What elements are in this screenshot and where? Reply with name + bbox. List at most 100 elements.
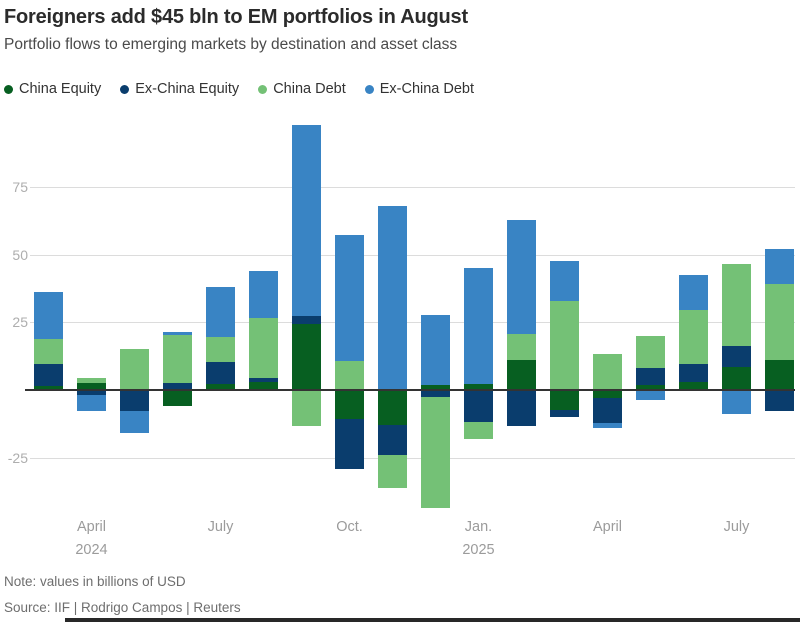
bar-segment	[77, 394, 106, 411]
legend-dot-icon	[364, 84, 374, 94]
bar-segment	[206, 286, 235, 338]
bar-segment	[464, 390, 493, 422]
bar-segment	[163, 390, 192, 406]
gridline-50	[30, 254, 795, 256]
bar-segment	[593, 353, 622, 390]
bar-segment	[464, 421, 493, 440]
bar-segment	[206, 337, 235, 362]
bar-segment	[722, 346, 751, 367]
zero-baseline	[25, 389, 795, 391]
bar-segment	[507, 360, 536, 390]
bar-segment	[421, 314, 450, 385]
bar-segment	[34, 385, 63, 390]
bar-segment	[593, 423, 622, 428]
bar-segment	[765, 249, 794, 284]
bar-segment	[163, 335, 192, 384]
chart-title: Foreigners add $45 bln to EM portfolios …	[4, 6, 468, 28]
bar-segment	[593, 398, 622, 424]
bar-segment	[765, 360, 794, 390]
gridline-75	[30, 186, 795, 188]
bar-segment	[378, 424, 407, 455]
bar-segment	[507, 219, 536, 335]
legend-item-ex-china-debt: Ex-China Debt	[364, 81, 475, 97]
legend-item-ex-china-equity: Ex-China Equity	[120, 81, 239, 97]
bar-segment	[550, 390, 579, 410]
legend-dot-icon	[4, 84, 13, 94]
x-axis-tick-label: July	[723, 519, 750, 535]
bar-segment	[335, 418, 364, 470]
legend-item-china-debt: China Debt	[258, 81, 346, 97]
bar-segment	[550, 261, 579, 302]
bar-segment	[722, 390, 751, 414]
bar-segment	[421, 397, 450, 509]
bar-segment	[378, 454, 407, 489]
y-axis-tick-label: 50	[12, 246, 28, 263]
bar-segment	[507, 390, 536, 427]
bar-segment	[335, 390, 364, 419]
bar-segment	[765, 283, 794, 361]
bar-segment	[249, 317, 278, 379]
bar-segment	[636, 385, 665, 390]
bar-segment	[34, 339, 63, 364]
x-axis-tick-label: April 2024	[75, 519, 108, 558]
bar-segment	[636, 335, 665, 369]
chart-subtitle: Portfolio flows to emerging markets by d…	[4, 36, 458, 53]
x-axis-tick-label: Oct.	[336, 519, 363, 535]
bar-segment	[77, 390, 106, 395]
bar-segment	[120, 410, 149, 434]
y-axis-tick-label: 25	[12, 314, 28, 331]
legend-item-china-equity: China Equity	[4, 81, 101, 97]
gridline-25	[30, 322, 795, 324]
bar-segment	[679, 274, 708, 310]
x-axis-tick-label: July	[207, 519, 234, 535]
bar-segment	[206, 361, 235, 384]
bar-segment	[292, 316, 321, 324]
bar-segment	[34, 364, 63, 386]
y-axis-tick-label: -25	[7, 449, 28, 466]
legend: China Equity Ex-China Equity China Debt Ex-…	[4, 81, 474, 97]
bar-segment	[249, 271, 278, 318]
bar-segment	[249, 382, 278, 390]
bar-segment	[206, 383, 235, 390]
bar-segment	[163, 332, 192, 336]
bar-segment	[120, 390, 149, 411]
legend-dot-icon	[120, 84, 130, 94]
bar-segment	[292, 323, 321, 390]
legend-label: China Equity	[19, 81, 102, 97]
bar-segment	[464, 383, 493, 390]
x-axis-tick-label: Jan. 2025	[462, 519, 495, 558]
bar-segment	[550, 409, 579, 418]
source-text: Source: IIF | Rodrigo Campos | Reuters	[4, 600, 241, 615]
x-axis-tick-label: April	[592, 519, 622, 535]
bar-segment	[550, 301, 579, 390]
bar-segment	[335, 234, 364, 362]
note-text: Note: values in billions of USD	[4, 574, 186, 589]
bar-segment	[507, 334, 536, 361]
bar-segment	[120, 349, 149, 390]
legend-label: China Debt	[273, 81, 346, 97]
bar-segment	[679, 382, 708, 390]
bar-segment	[77, 377, 106, 384]
bar-segment	[636, 368, 665, 386]
bar-segment	[378, 390, 407, 425]
bar-segment	[679, 309, 708, 364]
bar-segment	[636, 390, 665, 401]
bar-segment	[765, 390, 794, 412]
legend-dot-icon	[258, 84, 268, 94]
bar-segment	[722, 263, 751, 347]
bar-segment	[464, 267, 493, 384]
bar-segment	[722, 366, 751, 390]
bar-segment	[593, 390, 622, 399]
bar-segment	[163, 383, 192, 390]
bar-segment	[335, 361, 364, 390]
bar-segment	[292, 124, 321, 317]
bottom-cutoff-bar	[65, 618, 800, 622]
bar-segment	[679, 364, 708, 383]
legend-label: Ex-China Equity	[135, 81, 240, 97]
legend-label: Ex-China Debt	[379, 81, 475, 97]
gridline--25	[30, 457, 795, 459]
bar-segment	[378, 205, 407, 390]
bar-segment	[249, 378, 278, 383]
